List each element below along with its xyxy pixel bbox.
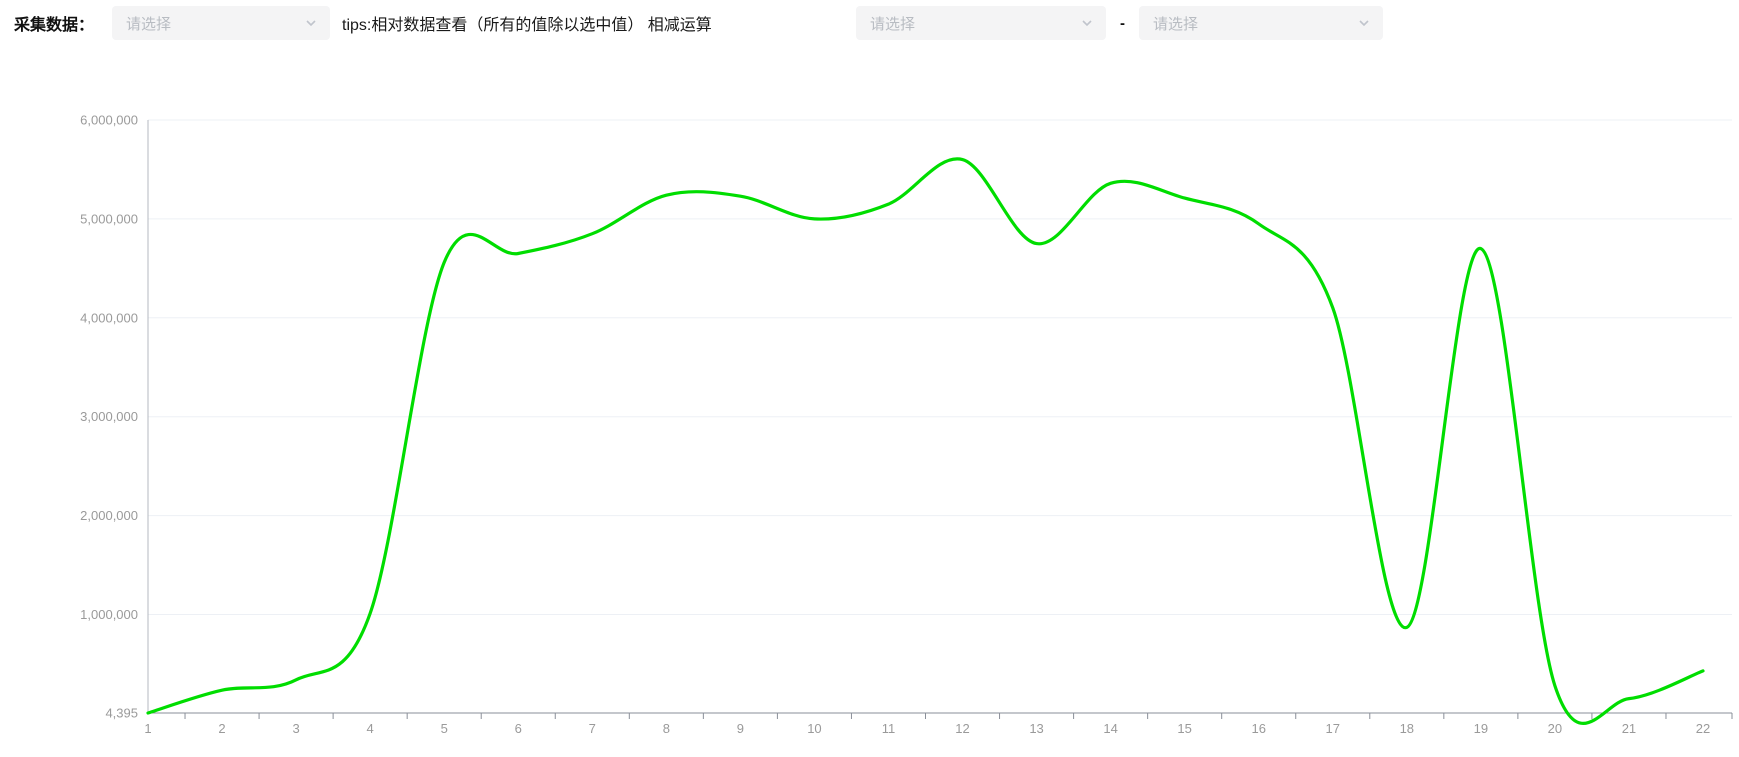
toolbar: 采集数据： 请选择 tips:相对数据查看（所有的值除以选中值） 相减运算 请选…	[0, 0, 1739, 46]
x-axis-label: 14	[1103, 721, 1117, 736]
x-axis-label: 13	[1029, 721, 1043, 736]
minuend-placeholder: 请选择	[870, 15, 916, 33]
chevron-down-icon	[306, 20, 316, 27]
x-axis-label: 3	[292, 721, 299, 736]
minus-separator: -	[1120, 14, 1126, 32]
tips-text: tips:相对数据查看（所有的值除以选中值） 相减运算	[342, 17, 712, 34]
y-axis-label: 2,000,000	[80, 508, 138, 523]
x-axis-label: 11	[882, 721, 896, 736]
chevron-down-icon	[1359, 20, 1369, 27]
x-axis-label: 20	[1548, 721, 1562, 736]
y-axis-label: 3,000,000	[80, 409, 138, 424]
x-axis-label: 15	[1177, 721, 1191, 736]
series-line	[146, 157, 1705, 725]
x-axis-label: 1	[144, 721, 151, 736]
x-axis-label: 2	[218, 721, 225, 736]
x-axis-label: 22	[1696, 721, 1710, 736]
x-axis-label: 10	[807, 721, 821, 736]
subtrahend-placeholder: 请选择	[1153, 15, 1199, 33]
collect-data-label: 采集数据：	[14, 17, 95, 34]
y-axis-label: 5,000,000	[80, 211, 138, 226]
data-source-select[interactable]: 请选择	[112, 6, 331, 40]
x-axis-label: 7	[589, 721, 596, 736]
y-axis-label: 4,000,000	[80, 310, 138, 325]
x-axis-label: 5	[441, 721, 448, 736]
x-axis-label: 18	[1400, 721, 1414, 736]
x-axis-label: 17	[1326, 721, 1340, 736]
y-axis-label: 1,000,000	[80, 607, 138, 622]
x-axis-label: 8	[663, 721, 670, 736]
x-axis-label: 9	[737, 721, 744, 736]
x-axis-label: 6	[515, 721, 522, 736]
data-source-placeholder: 请选择	[126, 15, 172, 33]
minuend-select[interactable]: 请选择	[856, 6, 1107, 40]
y-axis-label: 6,000,000	[80, 113, 138, 128]
subtrahend-select[interactable]: 请选择	[1139, 6, 1384, 40]
x-axis-label: 16	[1251, 721, 1265, 736]
chevron-down-icon	[1082, 20, 1092, 27]
x-axis-label: 21	[1622, 721, 1636, 736]
x-axis-label: 4	[367, 721, 374, 736]
y-axis-label: 4,395	[105, 706, 138, 721]
x-axis-label: 12	[955, 721, 969, 736]
x-axis-label: 19	[1474, 721, 1488, 736]
